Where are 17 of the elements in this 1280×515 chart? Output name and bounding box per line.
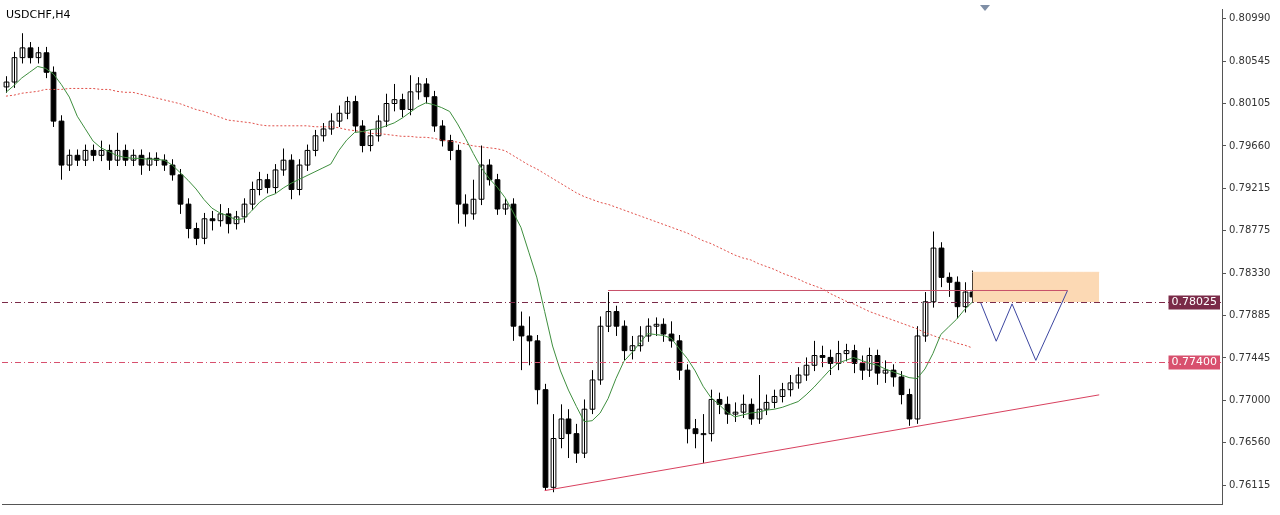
y-tick-label: 0.80105 — [1229, 96, 1271, 108]
y-tick-label: 0.76115 — [1229, 478, 1271, 490]
y-tick-label: 0.80545 — [1229, 54, 1271, 66]
line-series — [5, 87, 973, 349]
y-tick-label: 0.77000 — [1229, 394, 1271, 406]
y-tick-label: 0.79660 — [1229, 139, 1271, 151]
y-tick-label: 0.78330 — [1229, 266, 1271, 278]
y-tick-label: 0.80990 — [1229, 12, 1271, 24]
ref-line-label: 0.77400 — [1171, 355, 1218, 369]
y-tick-label: 0.78775 — [1229, 224, 1271, 236]
y-tick-label: 0.79215 — [1229, 182, 1271, 194]
y-tick-label: 0.77885 — [1229, 309, 1271, 321]
y-tick-label: 0.76560 — [1229, 436, 1271, 448]
ref-line-label: 0.78025 — [1171, 295, 1218, 309]
candlestick — [637, 325, 644, 353]
chart-title: USDCHF,H4 — [6, 8, 71, 21]
y-tick-label: 0.77445 — [1229, 351, 1271, 363]
